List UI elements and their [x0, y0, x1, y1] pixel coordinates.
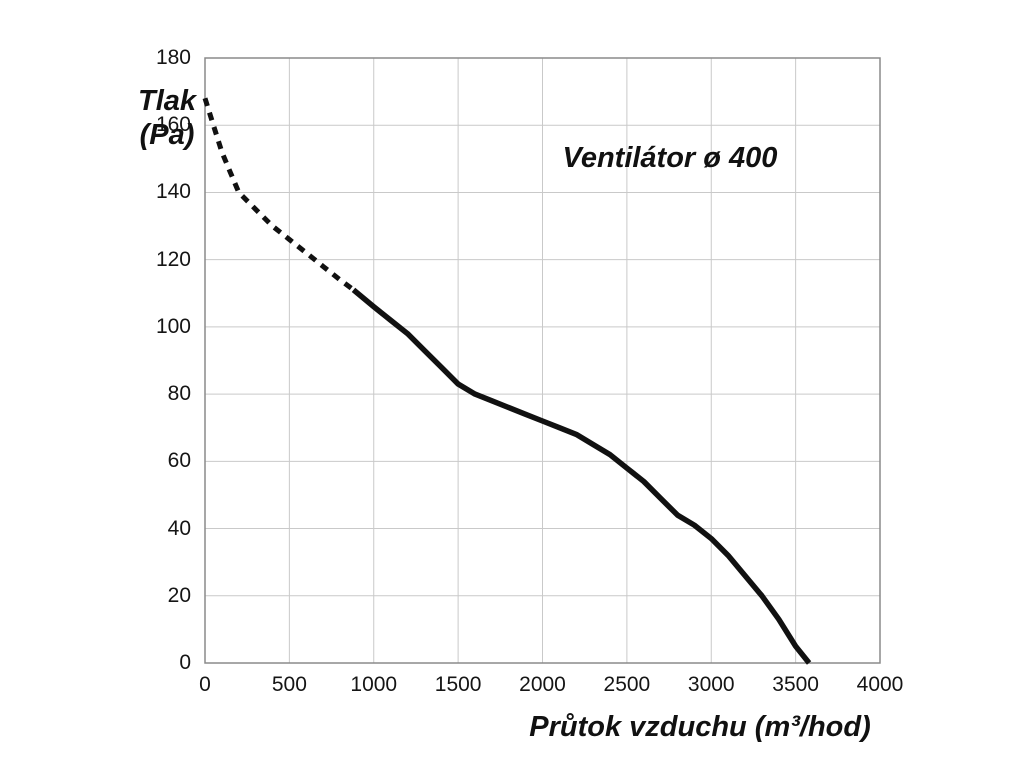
x-tick-label: 2000	[519, 673, 566, 696]
x-tick-label: 0	[199, 673, 211, 696]
x-tick-label: 2500	[603, 673, 651, 696]
plot-border	[204, 57, 881, 664]
y-tick-label: 80	[167, 382, 191, 406]
y-tick-label: 120	[155, 247, 191, 271]
y-tick-label: 180	[155, 46, 191, 69]
x-tick-label: 4000	[856, 673, 904, 696]
y-tick-label: 0	[179, 651, 191, 674]
y-tick-label: 100	[155, 314, 191, 338]
fan-curve-dashed-segment	[202, 97, 355, 292]
y-tick-label: 60	[167, 449, 191, 473]
fan-curve-solid-segment	[351, 287, 812, 665]
x-axis-title: Průtok vzduchu (m³/hod)	[529, 711, 871, 743]
y-tick-label: 160	[155, 113, 191, 137]
x-tick-label: 3000	[687, 673, 735, 696]
x-tick-label: 3500	[772, 673, 819, 696]
chart-title: Ventilátor ø 400	[562, 142, 778, 174]
y-tick-label: 140	[155, 180, 191, 204]
y-axis-title: Tlak (Pa)	[137, 85, 197, 151]
x-tick-label: 1000	[350, 673, 398, 696]
x-tick-label: 1500	[434, 673, 482, 696]
y-tick-label: 40	[167, 516, 191, 540]
y-tick-label: 20	[167, 583, 191, 607]
x-tick-label: 500	[271, 673, 307, 696]
